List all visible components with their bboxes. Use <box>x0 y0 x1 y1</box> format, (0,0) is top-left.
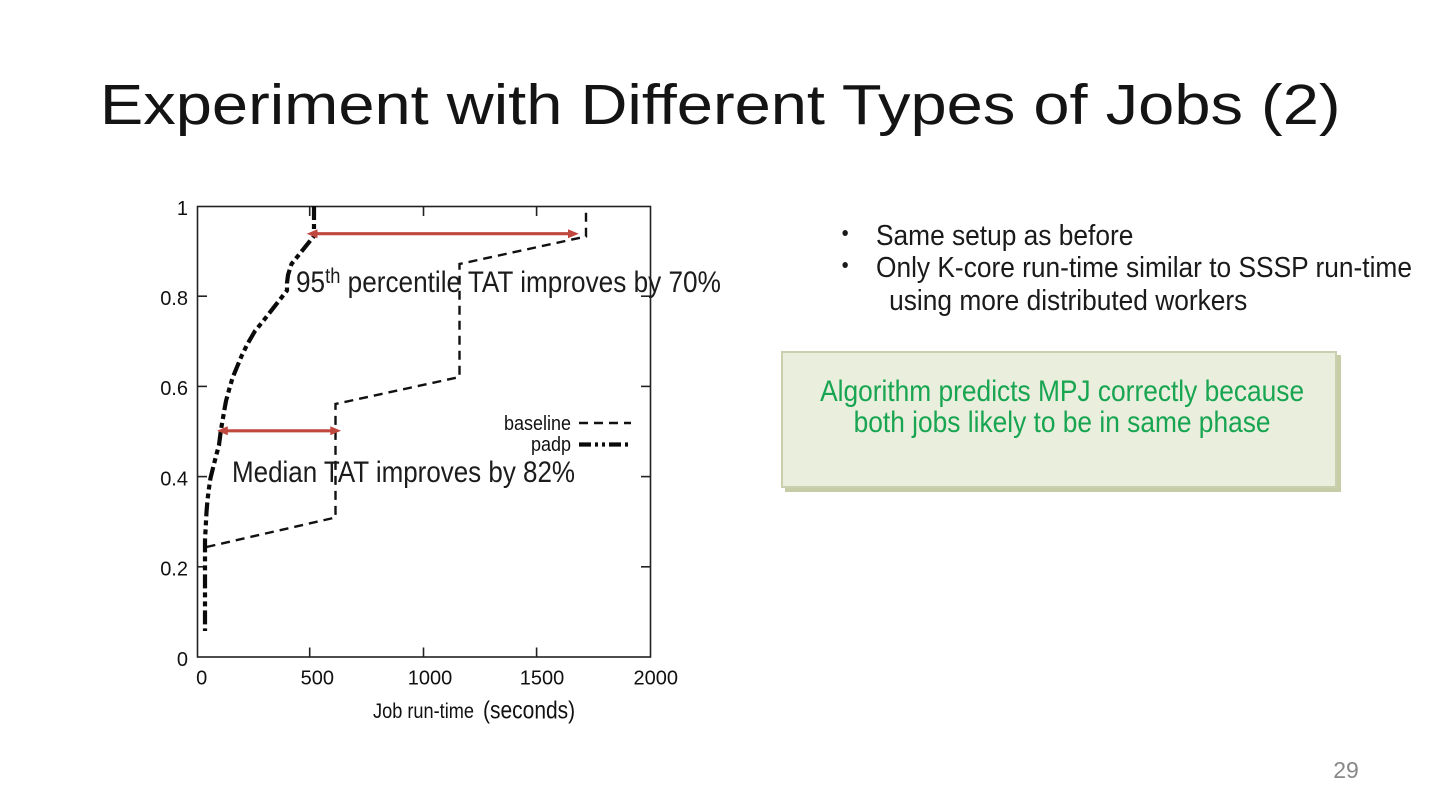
svg-text:0: 0 <box>177 649 188 671</box>
svg-text:(seconds): (seconds) <box>483 696 575 724</box>
svg-text:0.8: 0.8 <box>160 288 188 310</box>
svg-text:0.4: 0.4 <box>160 468 188 490</box>
svg-text:padp: padp <box>531 434 571 456</box>
svg-text:Job run-time: Job run-time <box>373 700 474 724</box>
svg-text:1000: 1000 <box>408 668 453 690</box>
svg-text:baseline: baseline <box>504 413 571 435</box>
svg-text:0.6: 0.6 <box>160 378 188 400</box>
svg-text:0: 0 <box>196 668 207 690</box>
svg-text:2000: 2000 <box>634 668 679 690</box>
svg-text:1: 1 <box>177 198 188 220</box>
svg-text:500: 500 <box>301 668 334 690</box>
svg-text:0.2: 0.2 <box>160 559 188 581</box>
svg-text:1500: 1500 <box>520 668 565 690</box>
